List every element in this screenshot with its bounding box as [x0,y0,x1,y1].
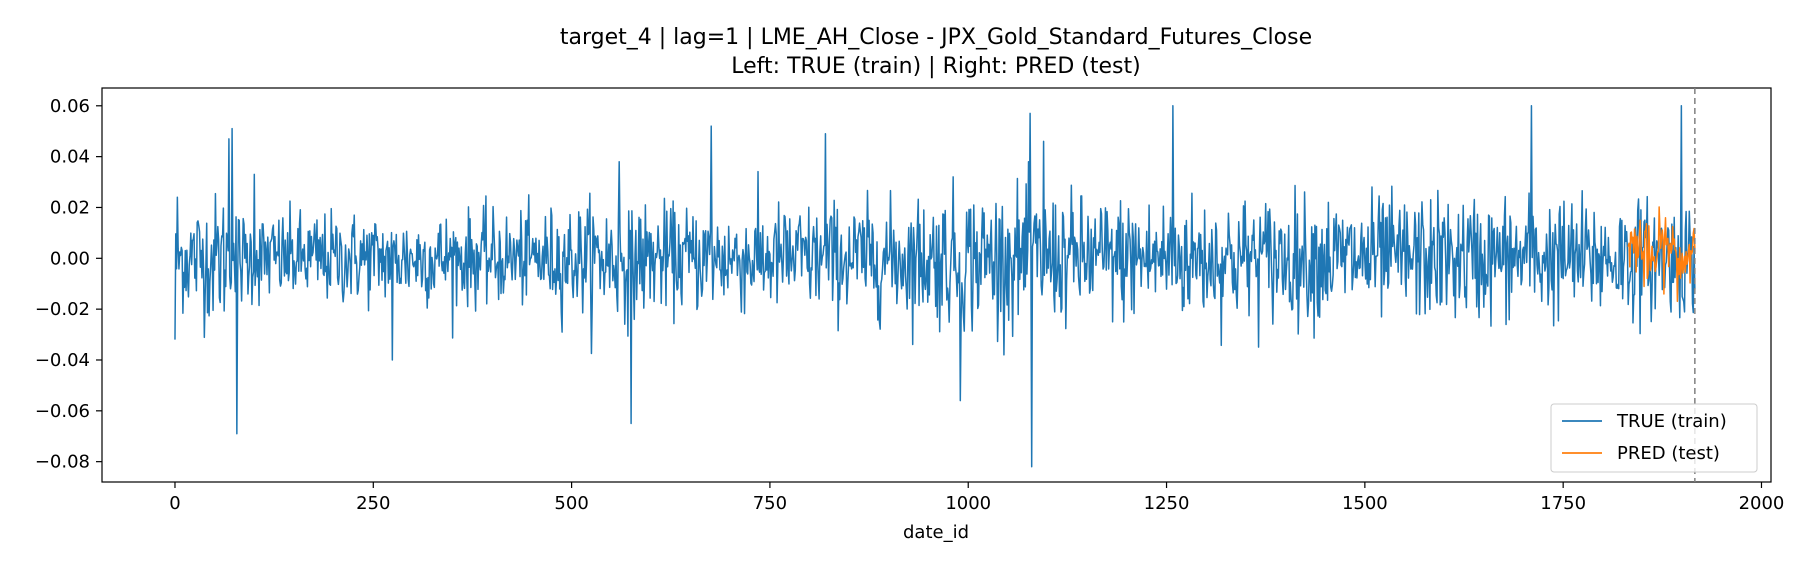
legend-frame [1550,403,1758,473]
y-tick-label: −0.06 [35,401,90,422]
plot-area [101,87,1772,483]
y-tick-label: −0.08 [35,452,90,473]
series-true-train-line [174,105,1696,468]
legend-label-pred: PRED (test) [1617,443,1720,464]
x-axis-label: date_id [903,522,969,543]
x-tick-label: 750 [753,493,787,514]
legend-label-true: TRUE (train) [1616,411,1727,432]
y-tick-label: 0.06 [50,96,90,117]
legend: TRUE (train) PRED (test) [1550,403,1758,473]
x-tick-label: 500 [554,493,588,514]
y-tick-label: 0.00 [50,248,90,269]
plot-frame [101,87,1772,483]
x-tick-label: 1500 [1342,493,1388,514]
x-tick-label: 0 [169,493,180,514]
y-tick-label: 0.02 [50,197,90,218]
y-axis: 0.06 0.04 0.02 0.00 −0.02 −0.04 −0.06 −0.08 [35,96,102,473]
y-tick-label: 0.04 [50,147,90,168]
series-layer [174,105,1696,468]
x-axis: 0 250 500 750 1000 1250 1500 1750 2000 [169,482,1784,514]
x-tick-label: 1250 [1144,493,1190,514]
x-tick-label: 250 [356,493,390,514]
x-tick-label: 1000 [945,493,991,514]
x-tick-label: 2000 [1739,493,1785,514]
chart-title-line2: Left: TRUE (train) | Right: PRED (test) [731,54,1140,79]
x-tick-label: 1750 [1540,493,1586,514]
y-tick-label: −0.04 [35,350,90,371]
series-pred-test-line [1627,206,1696,303]
chart-title-line1: target_4 | lag=1 | LME_AH_Close - JPX_Go… [560,25,1312,50]
y-tick-label: −0.02 [35,299,90,320]
